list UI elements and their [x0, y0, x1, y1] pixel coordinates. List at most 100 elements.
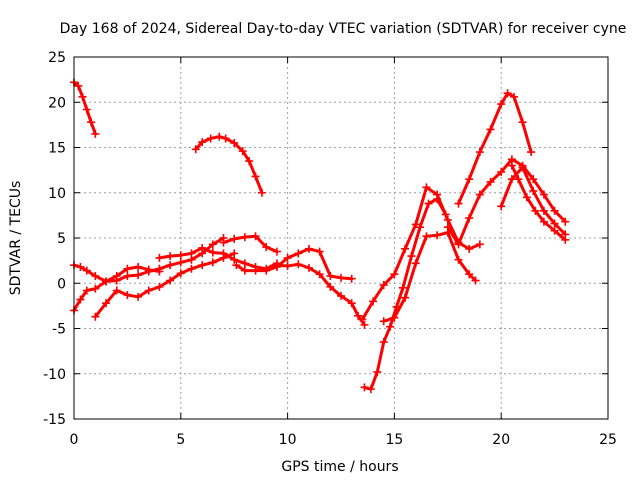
data-point	[386, 322, 395, 331]
data-point	[176, 258, 185, 267]
data-point	[155, 282, 164, 291]
data-point	[497, 100, 506, 109]
data-point	[240, 233, 249, 242]
data-point	[354, 311, 363, 320]
series-arc-9	[272, 260, 369, 329]
data-point	[433, 195, 442, 204]
data-point	[206, 134, 215, 143]
data-point	[251, 232, 260, 241]
chart-title: Day 168 of 2024, Sidereal Day-to-day VTE…	[60, 21, 627, 37]
data-point	[112, 272, 121, 281]
data-point	[379, 281, 388, 290]
y-tick-label: -10	[43, 367, 66, 383]
data-point	[208, 248, 217, 257]
data-point	[91, 312, 100, 321]
data-point	[510, 92, 519, 101]
y-tick-label: 5	[57, 231, 66, 247]
data-point	[518, 163, 527, 172]
x-axis-label: GPS time / hours	[281, 459, 398, 475]
data-point	[272, 247, 281, 256]
data-point	[539, 217, 548, 226]
data-point	[219, 238, 228, 247]
series-line	[446, 157, 567, 246]
data-point	[441, 210, 450, 219]
y-tick-label: 15	[48, 141, 66, 157]
data-point	[422, 232, 431, 241]
data-point	[407, 252, 416, 261]
data-point	[497, 202, 506, 211]
grid	[74, 57, 608, 419]
data-point	[390, 313, 399, 322]
data-point	[272, 261, 281, 270]
y-tick-label: 25	[48, 50, 66, 66]
data-point	[112, 286, 121, 295]
data-point	[304, 244, 313, 253]
data-point	[123, 291, 132, 300]
series-line	[382, 231, 478, 323]
data-point	[486, 177, 495, 186]
data-point	[91, 284, 100, 293]
data-point	[411, 220, 420, 229]
data-point	[475, 190, 484, 199]
axis-ticks: 0 5 10 15 20 25 -15 -10 -5 0 5 10 15 20 25	[43, 50, 617, 448]
data-point	[198, 243, 207, 252]
data-point	[454, 199, 463, 208]
series-arc-13	[443, 155, 570, 249]
data-point	[360, 383, 369, 392]
data-point	[443, 223, 452, 232]
y-tick-label: 10	[48, 186, 66, 202]
data-point	[475, 240, 484, 249]
data-point	[134, 271, 143, 280]
data-point	[87, 118, 96, 127]
data-point	[424, 199, 433, 208]
series-arc-8	[232, 244, 356, 283]
y-axis-label: SDTVAR / TECUs	[8, 181, 24, 296]
series-line	[72, 265, 161, 312]
data-point	[123, 264, 132, 273]
series-line	[72, 236, 226, 283]
data-point	[219, 249, 228, 258]
series-arc-11	[360, 195, 450, 394]
data-point	[238, 147, 247, 156]
data-point	[422, 183, 431, 192]
data-point	[134, 262, 143, 271]
data-point	[337, 273, 345, 282]
series-arc-16	[507, 161, 570, 244]
data-point	[518, 118, 527, 127]
data-point	[155, 253, 164, 262]
data-point	[82, 286, 91, 295]
x-tick-label: 15	[385, 432, 403, 448]
y-tick-label: 20	[48, 95, 66, 111]
data-point	[561, 217, 570, 226]
data-point	[529, 186, 538, 195]
data-point	[166, 261, 175, 270]
series-line	[456, 91, 533, 206]
data-point	[454, 255, 463, 264]
data-point	[166, 252, 175, 261]
data-point	[373, 367, 382, 376]
data-point	[433, 231, 442, 240]
data-point	[443, 215, 452, 224]
data-point	[401, 244, 410, 253]
data-point	[76, 262, 85, 271]
data-point	[240, 259, 249, 268]
data-point	[166, 276, 175, 285]
data-point	[471, 276, 480, 285]
x-tick-label: 25	[599, 432, 617, 448]
data-point	[78, 92, 87, 101]
data-point	[82, 105, 91, 114]
series-line	[157, 246, 279, 271]
data-point	[198, 261, 207, 270]
data-point	[102, 299, 111, 308]
data-point	[337, 291, 345, 300]
y-tick-label: -5	[52, 322, 66, 338]
data-point	[176, 269, 185, 278]
data-point	[230, 234, 239, 243]
data-point	[486, 125, 495, 134]
data-point	[232, 261, 241, 270]
data-point	[475, 148, 484, 157]
series-arc-14	[454, 89, 536, 208]
series-line	[72, 80, 97, 136]
x-tick-label: 0	[70, 432, 79, 448]
